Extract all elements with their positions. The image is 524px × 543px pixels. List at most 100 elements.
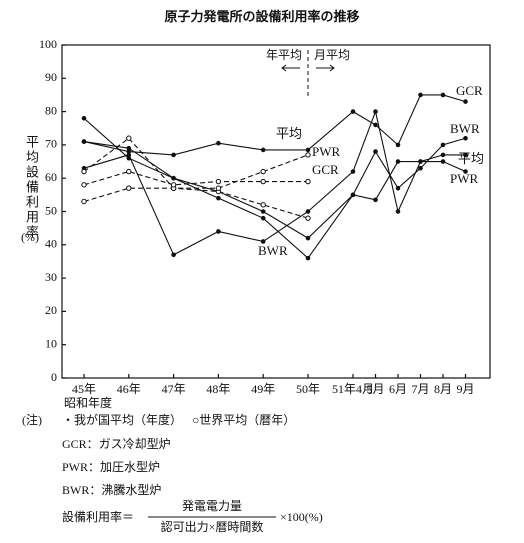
- data-point: [395, 159, 401, 164]
- data-point: [440, 152, 446, 158]
- data-point: [171, 175, 176, 181]
- data-point: [260, 209, 266, 214]
- data-point: [216, 140, 221, 146]
- series-label: 平均: [458, 151, 484, 166]
- note-item: ・我が国平均（年度）: [62, 412, 182, 427]
- data-point: [126, 168, 132, 175]
- data-point: [440, 159, 446, 164]
- data-point: [260, 202, 266, 208]
- x-tick-label: 5月: [366, 382, 384, 396]
- data-point: [418, 159, 423, 164]
- y-tick-label: 50: [45, 203, 57, 217]
- series-line: [83, 154, 309, 203]
- series-label: BWR: [258, 243, 288, 258]
- data-point: [81, 139, 87, 144]
- data-point: [260, 178, 266, 185]
- note-head: (注): [22, 412, 42, 427]
- series-line: [83, 137, 309, 219]
- series-line: [83, 94, 466, 156]
- data-point: [395, 209, 401, 214]
- series-label: 平均: [276, 126, 302, 141]
- data-point: [126, 145, 132, 151]
- data-point: [305, 147, 311, 153]
- y-tick-label: 100: [39, 37, 57, 51]
- x-tick-label: 9月: [456, 382, 474, 396]
- data-point: [440, 92, 446, 98]
- data-point: [81, 115, 87, 121]
- x-tick-label: 49年: [251, 382, 275, 396]
- data-point: [171, 252, 176, 258]
- arrow: [281, 64, 335, 72]
- data-point: [216, 195, 221, 201]
- series-label: GCR: [312, 162, 339, 177]
- data-point: [350, 192, 356, 198]
- data-point: [171, 152, 176, 158]
- annotation: 月平均: [314, 48, 350, 62]
- data-point: [126, 135, 132, 141]
- y-axis-unit: (%): [21, 230, 39, 244]
- y-tick-label: 60: [45, 170, 57, 184]
- x-tick-label: 45年: [72, 382, 96, 396]
- data-point: [373, 149, 378, 154]
- data-point: [350, 169, 356, 174]
- data-point: [305, 178, 311, 185]
- data-point: [126, 152, 132, 158]
- data-point: [440, 142, 446, 148]
- data-point: [373, 197, 378, 203]
- data-point: [373, 122, 378, 128]
- formula-denominator: 認可出力×暦時間数: [161, 519, 264, 534]
- data-point: [418, 165, 423, 171]
- series-label: GCR: [456, 83, 483, 98]
- y-axis-label: 平均設備利用率: [24, 135, 39, 240]
- y-tick-label: 90: [45, 70, 57, 84]
- data-point: [463, 152, 468, 158]
- data-point: [216, 229, 221, 234]
- data-point: [260, 215, 266, 221]
- data-point: [260, 147, 266, 153]
- y-tick-label: 40: [45, 237, 57, 251]
- series-label: BWR: [450, 121, 480, 136]
- series-line: [83, 117, 466, 259]
- series-line: [83, 109, 466, 256]
- data-point: [305, 215, 311, 221]
- data-point: [305, 255, 311, 261]
- data-point: [170, 182, 177, 188]
- note-definition: BWR：沸騰水型炉: [62, 482, 161, 497]
- series-line: [83, 141, 466, 239]
- y-tick-label: 0: [51, 370, 57, 384]
- formula-factor: ×100(%): [280, 510, 323, 524]
- x-tick-label: 8月: [434, 382, 452, 396]
- formula-numerator: 発電電力量: [182, 499, 242, 513]
- note-definition: GCR：ガス冷却型炉: [62, 437, 171, 451]
- data-point: [463, 169, 468, 174]
- data-point: [81, 182, 87, 188]
- data-point: [260, 239, 266, 244]
- y-tick-label: 70: [45, 137, 57, 151]
- data-point: [395, 185, 401, 191]
- data-point: [126, 185, 132, 191]
- data-point: [305, 209, 311, 214]
- data-point: [418, 92, 423, 98]
- formula-lhs: 設備利用率＝: [62, 509, 134, 524]
- series-label: PWR: [450, 171, 479, 186]
- series-line: [83, 170, 308, 186]
- chart-title: 原子力発電所の設備利用率の推移: [164, 9, 359, 24]
- data-point: [260, 168, 266, 175]
- y-tick-label: 80: [45, 103, 57, 117]
- y-tick-label: 10: [45, 336, 57, 350]
- data-point: [463, 135, 468, 141]
- annotation: 年平均: [266, 48, 302, 62]
- data-point: [81, 168, 87, 175]
- data-point: [81, 198, 87, 205]
- note-item: ○世界平均（暦年）: [192, 413, 295, 427]
- note-definition: PWR：加圧水型炉: [62, 460, 160, 474]
- x-axis-label: 昭和年度: [64, 395, 112, 410]
- x-tick-label: 46年: [117, 382, 141, 396]
- series-label: PWR: [312, 144, 341, 159]
- y-tick-label: 20: [45, 303, 57, 317]
- data-point: [215, 185, 222, 191]
- y-tick-label: 30: [45, 270, 57, 284]
- x-tick-label: 51年4月: [332, 382, 374, 396]
